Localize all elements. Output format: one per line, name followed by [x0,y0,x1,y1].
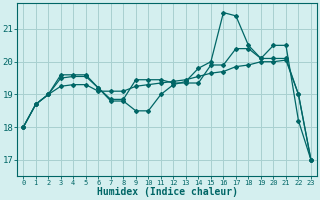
X-axis label: Humidex (Indice chaleur): Humidex (Indice chaleur) [97,187,238,197]
